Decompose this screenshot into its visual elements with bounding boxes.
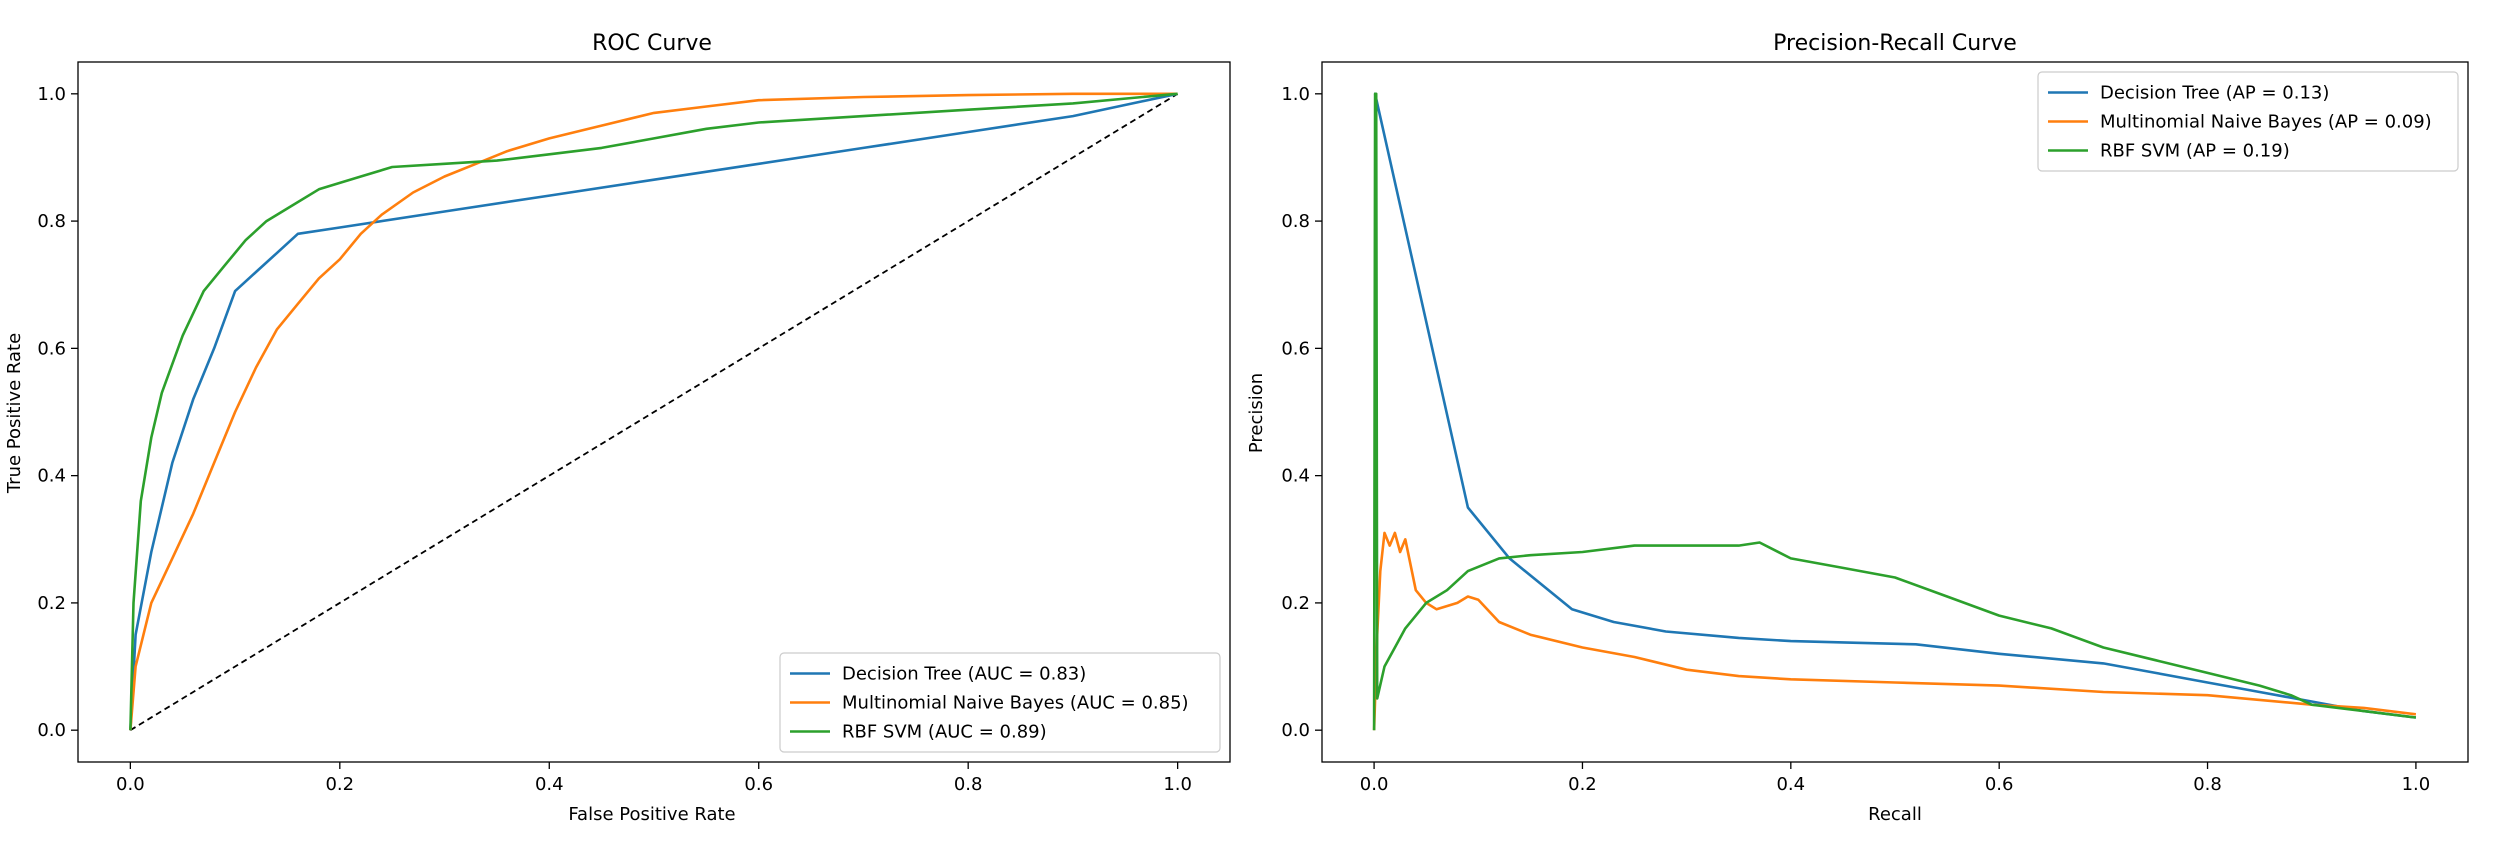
pr-y-tick-label: 0.6 (1281, 338, 1310, 359)
pr-x-tick-label: 0.2 (1568, 774, 1597, 795)
roc-legend: Decision Tree (AUC = 0.83) Multinomial Na… (779, 652, 1221, 753)
roc-legend-label-2: RBF SVM (AUC = 0.89) (842, 722, 1047, 743)
pr-x-axis-label: Recall (1868, 804, 1922, 825)
pr-x-tick-label: 0.4 (1776, 774, 1805, 795)
pr-series-line-1 (1372, 531, 2417, 731)
roc-y-tick-label: 1.0 (37, 84, 66, 105)
pr-y-tick-label: 0.2 (1281, 593, 1310, 614)
pr-y-tick-label: 0.4 (1281, 466, 1310, 487)
roc-x-tick-label: 0.0 (116, 774, 145, 795)
pr-chart: Precision-Recall Curve Recall Precision … (1246, 31, 2469, 825)
roc-legend-label-0: Decision Tree (AUC = 0.83) (842, 664, 1086, 685)
roc-y-tick-label: 0.4 (37, 466, 66, 487)
roc-x-tick-label: 0.6 (744, 774, 773, 795)
roc-y-tick-label: 0.6 (37, 338, 66, 359)
pr-legend-label-1: Multinomial Naive Bayes (AP = 0.09) (2100, 112, 2432, 133)
roc-legend-box (779, 652, 1221, 753)
pr-axes-frame (1321, 61, 2469, 763)
pr-x-tick-label: 1.0 (2402, 774, 2431, 795)
roc-chart-title: ROC Curve (592, 31, 712, 56)
roc-reference-diagonal (129, 93, 1179, 731)
pr-y-tick-label: 0.0 (1281, 720, 1310, 741)
roc-plot-area: 0.0 0.2 0.4 0.6 0.8 1.0 0.0 0.2 0.4 0.6 0.8 1.0 Deci… (37, 61, 1231, 795)
pr-y-tick-label: 1.0 (1281, 84, 1310, 105)
roc-y-tick-label: 0.8 (37, 211, 66, 232)
roc-legend-label-1: Multinomial Naive Bayes (AUC = 0.85) (842, 693, 1189, 714)
roc-series-line-0 (129, 92, 1178, 731)
pr-plot-area: 0.0 0.2 0.4 0.6 0.8 1.0 0.0 0.2 0.4 0.6 0.8 1.0 Deci… (1281, 61, 2469, 795)
roc-x-axis-label: False Positive Rate (568, 804, 735, 825)
roc-x-tick-label: 0.2 (325, 774, 354, 795)
roc-y-axis-label: True Positive Rate (4, 333, 25, 494)
pr-legend-box (2037, 71, 2459, 172)
pr-legend-label-0: Decision Tree (AP = 0.13) (2100, 83, 2329, 104)
roc-x-tick-label: 1.0 (1163, 774, 1192, 795)
roc-series-line-1 (129, 92, 1178, 731)
roc-x-tick-label: 0.4 (535, 774, 564, 795)
roc-y-tick-label: 0.0 (37, 720, 66, 741)
roc-chart: ROC Curve False Positive Rate True Posit… (4, 31, 1231, 825)
pr-chart-title: Precision-Recall Curve (1773, 31, 2017, 56)
roc-axes-frame (77, 61, 1231, 763)
roc-x-tick-label: 0.8 (954, 774, 983, 795)
pr-y-axis-label: Precision (1246, 373, 1267, 453)
pr-x-tick-label: 0.6 (1985, 774, 2014, 795)
pr-x-tick-label: 0.0 (1360, 774, 1389, 795)
pr-series-line-2 (1372, 92, 2417, 731)
pr-legend: Decision Tree (AP = 0.13) Multinomial Nai… (2037, 71, 2459, 172)
pr-x-tick-label: 0.8 (2193, 774, 2222, 795)
roc-series-line-2 (129, 92, 1178, 731)
pr-y-tick-label: 0.8 (1281, 211, 1310, 232)
pr-legend-label-2: RBF SVM (AP = 0.19) (2100, 141, 2290, 162)
roc-y-tick-label: 0.2 (37, 593, 66, 614)
pr-series-line-0 (1373, 92, 2417, 719)
